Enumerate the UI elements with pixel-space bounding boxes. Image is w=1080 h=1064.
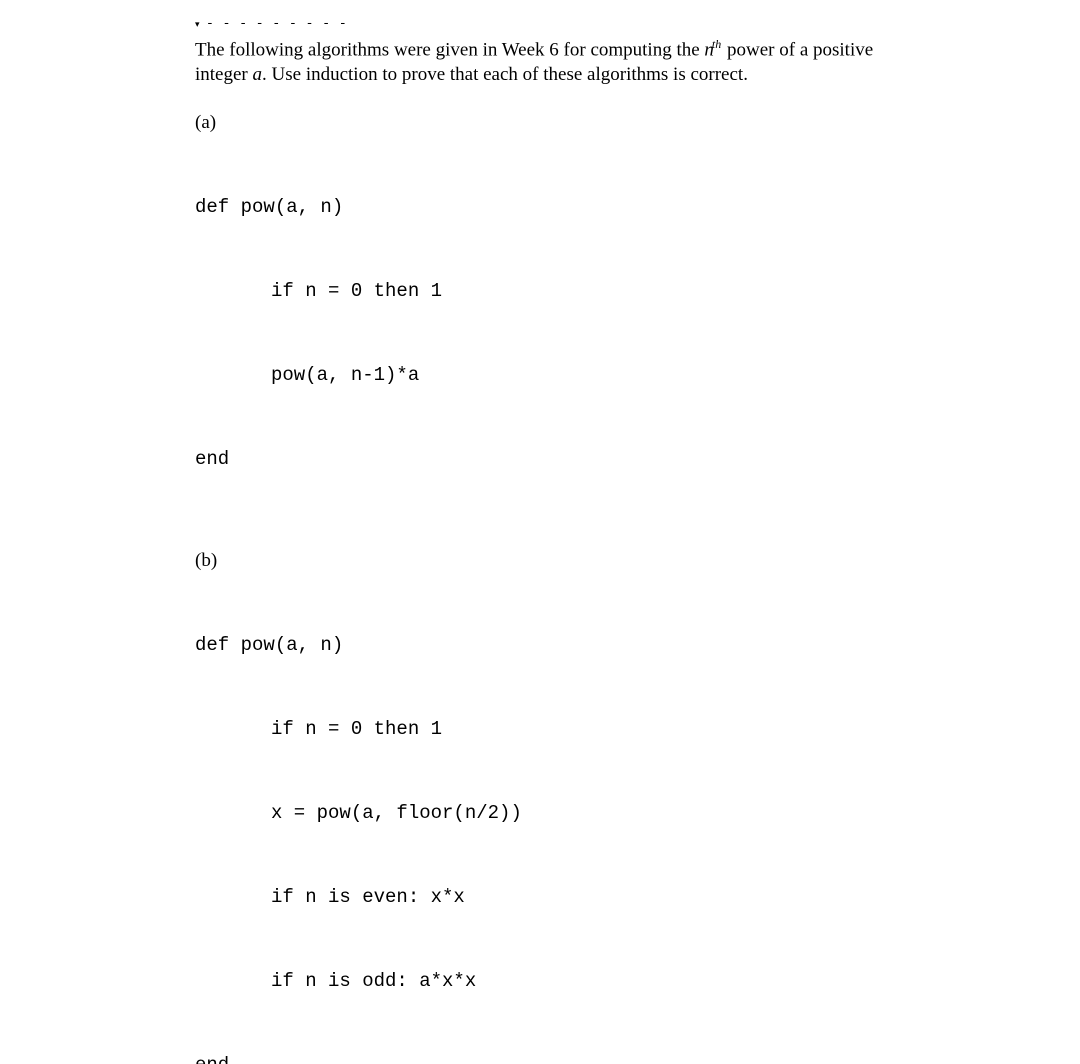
code-line: x = pow(a, floor(n/2)) [195,799,950,827]
superscript-th: th [712,37,721,51]
intro-text-3: integer [195,64,253,85]
intro-text-1: The following algorithms were given in W… [195,39,704,60]
part-b-code: def pow(a, n) if n = 0 then 1 x = pow(a,… [195,575,950,1064]
section-marker: - - - - - - - - - [195,18,950,30]
intro-paragraph: The following algorithms were given in W… [195,32,950,87]
document-content: - - - - - - - - - The following algorith… [0,0,950,1064]
code-line: pow(a, n-1)*a [195,361,950,389]
part-a: (a) def pow(a, n) if n = 0 then 1 pow(a,… [195,109,950,529]
code-line: def pow(a, n) [195,193,950,221]
part-a-label: (a) [195,109,950,137]
code-line: if n = 0 then 1 [195,277,950,305]
intro-text-4: . Use induction to prove that each of th… [262,64,748,85]
code-line: if n is odd: a*x*x [195,967,950,995]
code-line: if n is even: x*x [195,883,950,911]
part-b: (b) def pow(a, n) if n = 0 then 1 x = po… [195,547,950,1064]
variable-a: a [253,64,263,85]
part-b-label: (b) [195,547,950,575]
code-line: end [195,445,950,473]
intro-text-2: power of a positive [722,39,873,60]
part-a-code: def pow(a, n) if n = 0 then 1 pow(a, n-1… [195,137,950,529]
code-line: def pow(a, n) [195,631,950,659]
code-line: if n = 0 then 1 [195,715,950,743]
marker-dashes: - - - - - - - - - [195,16,347,31]
code-line: end [195,1051,950,1064]
